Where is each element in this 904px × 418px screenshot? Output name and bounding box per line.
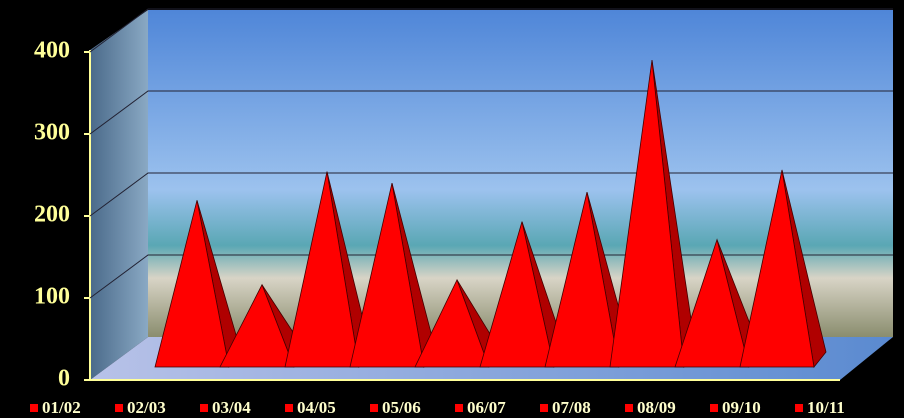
legend-swatch (200, 404, 208, 412)
y-tick-label: 400 (34, 38, 70, 64)
legend-swatch (30, 404, 38, 412)
legend-label: 07/08 (552, 398, 591, 417)
legend-swatch (370, 404, 378, 412)
legend-swatch (625, 404, 633, 412)
pyramid (154, 200, 242, 368)
legend-label: 06/07 (467, 398, 506, 417)
legend-label: 01/02 (42, 398, 81, 417)
legend-label: 03/04 (212, 398, 251, 417)
legend-swatch (710, 404, 718, 412)
y-tick-label: 0 (58, 366, 70, 392)
pyramid-front (609, 60, 685, 368)
pyramid-front (414, 278, 490, 368)
pyramid-front (284, 171, 360, 368)
legend-swatch (115, 404, 123, 412)
pyramid-front (349, 182, 425, 368)
legend-label: 05/06 (382, 398, 421, 417)
pyramid-front (544, 192, 620, 368)
legend-swatch (540, 404, 548, 412)
legend-label: 04/05 (297, 398, 336, 417)
legend-swatch (795, 404, 803, 412)
legend-label: 09/10 (722, 398, 761, 417)
legend-label: 10/11 (807, 398, 845, 417)
y-tick-label: 100 (34, 284, 70, 310)
pyramid-front (674, 238, 750, 368)
legend-label: 02/03 (127, 398, 166, 417)
pyramid-front (479, 221, 555, 368)
legend-label: 08/09 (637, 398, 676, 417)
y-tick-label: 200 (34, 202, 70, 228)
grid-line (89, 8, 893, 53)
legend-swatch (285, 404, 293, 412)
legend-swatch (455, 404, 463, 412)
pyramid-front (154, 200, 230, 368)
pyramid-front (219, 283, 295, 368)
pyramid-front (739, 169, 815, 368)
pyramid (739, 169, 827, 368)
y-tick-label: 300 (34, 120, 70, 146)
grid-line (89, 90, 893, 135)
